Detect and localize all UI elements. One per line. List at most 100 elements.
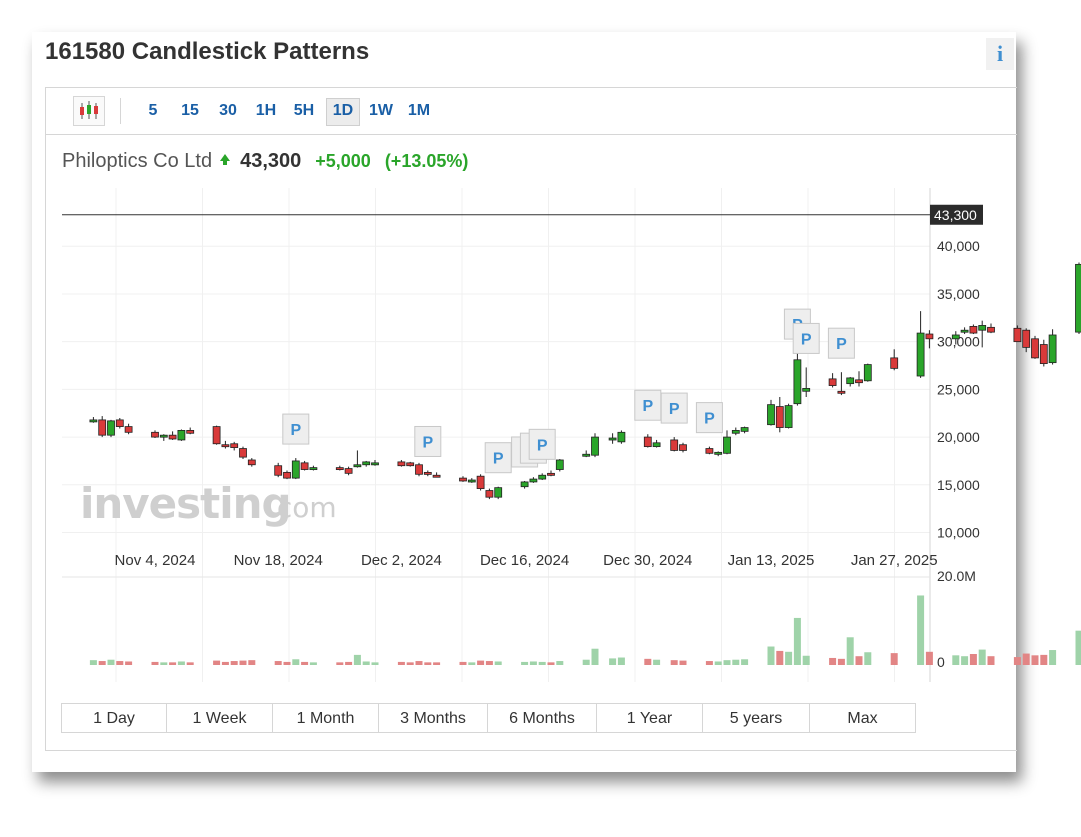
- pattern-marker: [528, 428, 556, 460]
- pattern-marker-label: P: [422, 434, 433, 451]
- candle-body: [423, 471, 432, 475]
- x-tick-label: Dec 16, 2024: [480, 552, 569, 569]
- range-1-week[interactable]: 1 Week: [166, 703, 273, 733]
- volume-bar: [644, 658, 652, 665]
- candle-body: [230, 443, 239, 448]
- chart-toolbar: 5 15 30 1H 5H 1D 1W 1M: [46, 88, 1017, 135]
- info-icon[interactable]: i: [986, 38, 1014, 70]
- price-change: +5,000: [315, 151, 371, 171]
- candle-body: [300, 462, 309, 470]
- candle-body: [987, 326, 995, 333]
- candle-body: [643, 436, 652, 448]
- quote-header: Philoptics Co Ltd 43,300 +5,000 (+13.05%): [62, 150, 468, 178]
- candle-body: [283, 471, 291, 479]
- volume-bar: [723, 660, 731, 665]
- interval-1m[interactable]: 1M: [407, 102, 431, 119]
- interval-1w[interactable]: 1W: [369, 102, 393, 119]
- volume-bar: [107, 659, 115, 665]
- volume-bar: [732, 659, 740, 665]
- y-tick-label: 10,000: [937, 525, 980, 541]
- volume-bar: [239, 660, 247, 665]
- volume-tick-label: 0: [937, 654, 945, 670]
- interval-5[interactable]: 5: [148, 102, 158, 119]
- candle-body: [547, 472, 555, 476]
- candle-body: [775, 406, 784, 428]
- interval-1h[interactable]: 1H: [255, 102, 277, 119]
- candle-body: [459, 477, 467, 482]
- x-tick-label: Jan 13, 2025: [728, 552, 815, 569]
- candle-body: [1075, 263, 1081, 333]
- candle-body: [652, 442, 661, 448]
- volume-bar: [1075, 630, 1081, 665]
- candle-body: [846, 377, 855, 385]
- interval-5h[interactable]: 5H: [293, 102, 315, 119]
- candle-body: [1031, 338, 1039, 359]
- volume-bar: [283, 661, 291, 665]
- candle-body: [239, 448, 247, 458]
- volume-bar: [424, 662, 432, 665]
- pattern-marker: [827, 327, 855, 359]
- volume-bar: [494, 661, 502, 665]
- y-tick-label: 20,000: [937, 429, 980, 445]
- pattern-marker-label: P: [642, 398, 653, 415]
- volume-bar: [714, 661, 722, 665]
- candle-body: [582, 453, 591, 457]
- up-arrow-icon: [220, 154, 231, 165]
- pattern-marker-label: P: [704, 411, 715, 428]
- candle-body: [247, 459, 256, 466]
- volume-bar: [785, 651, 793, 665]
- volume-bar: [547, 662, 555, 665]
- candle-body: [960, 329, 969, 333]
- x-tick-label: Dec 2, 2024: [361, 552, 442, 569]
- watermark-suffix: .com: [268, 491, 337, 524]
- candle-body: [529, 478, 538, 483]
- candle-body: [432, 474, 441, 478]
- range-3-months[interactable]: 3 Months: [378, 703, 488, 733]
- range-1-day[interactable]: 1 Day: [61, 703, 167, 733]
- range-1-month[interactable]: 1 Month: [272, 703, 379, 733]
- candle-body: [969, 325, 978, 334]
- range-6-months[interactable]: 6 Months: [487, 703, 597, 733]
- interval-1d[interactable]: 1D: [326, 98, 360, 126]
- watermark-logo: investing: [80, 479, 291, 528]
- price-change-percent: (+13.05%): [384, 151, 469, 171]
- candle-body: [335, 467, 344, 471]
- volume-bar: [925, 651, 933, 665]
- pattern-marker: [484, 442, 512, 474]
- volume-bar: [309, 662, 317, 665]
- range-1-year[interactable]: 1 Year: [596, 703, 703, 733]
- volume-bar: [415, 661, 423, 665]
- candle-body: [767, 404, 775, 426]
- candle-body: [1013, 327, 1022, 343]
- pattern-marker: [414, 425, 442, 457]
- volume-bar: [151, 661, 159, 665]
- volume-bar: [978, 649, 986, 665]
- volume-bar: [468, 662, 476, 665]
- candle-body: [978, 325, 987, 331]
- volume-bar: [433, 662, 441, 665]
- volume-bar: [98, 661, 106, 665]
- range-max[interactable]: Max: [809, 703, 916, 733]
- x-tick-label: Nov 18, 2024: [234, 552, 323, 569]
- volume-bar: [961, 656, 969, 665]
- candle-body: [124, 426, 133, 433]
- candle-body: [731, 430, 740, 434]
- volume-bar: [301, 661, 309, 665]
- interval-15[interactable]: 15: [181, 102, 199, 119]
- candle-body: [494, 487, 503, 498]
- volume-bar: [529, 661, 537, 665]
- candlestick-icon[interactable]: [73, 96, 105, 126]
- range-5-years[interactable]: 5 years: [702, 703, 810, 733]
- candle-body: [186, 430, 195, 434]
- volume-bar: [582, 659, 590, 665]
- volume-bar: [741, 659, 749, 665]
- page-title: 161580 Candlestick Patterns: [45, 38, 370, 65]
- interval-30[interactable]: 30: [219, 102, 237, 119]
- volume-bar: [829, 657, 837, 665]
- pattern-marker-label: P: [669, 401, 680, 418]
- x-tick-label: Jan 27, 2025: [851, 552, 938, 569]
- y-tick-label: 40,000: [937, 238, 980, 254]
- volume-bar: [89, 660, 97, 665]
- volume-bar: [274, 661, 282, 665]
